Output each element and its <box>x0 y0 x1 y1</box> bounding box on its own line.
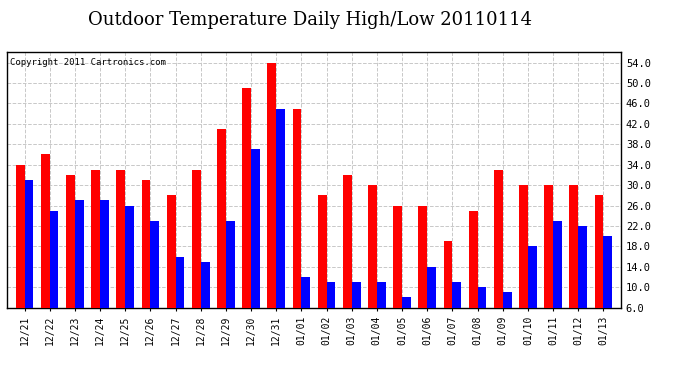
Bar <box>293 109 302 338</box>
Bar <box>217 129 226 338</box>
Bar <box>402 297 411 338</box>
Bar <box>393 206 402 338</box>
Bar <box>117 170 125 338</box>
Bar <box>317 195 326 338</box>
Bar <box>66 175 75 338</box>
Bar <box>544 185 553 338</box>
Bar <box>477 287 486 338</box>
Bar <box>75 200 83 338</box>
Bar <box>302 277 310 338</box>
Bar <box>100 200 109 338</box>
Bar <box>91 170 100 338</box>
Bar <box>494 170 503 338</box>
Bar <box>326 282 335 338</box>
Bar <box>25 180 33 338</box>
Bar <box>251 149 260 338</box>
Text: Copyright 2011 Cartronics.com: Copyright 2011 Cartronics.com <box>10 58 166 67</box>
Bar <box>16 165 25 338</box>
Bar <box>352 282 360 338</box>
Bar <box>453 282 461 338</box>
Bar <box>192 170 201 338</box>
Bar <box>595 195 603 338</box>
Bar <box>226 221 235 338</box>
Bar <box>503 292 511 338</box>
Bar <box>201 262 210 338</box>
Bar <box>368 185 377 338</box>
Bar <box>578 226 587 338</box>
Bar <box>444 241 453 338</box>
Bar <box>528 246 537 338</box>
Bar <box>377 282 386 338</box>
Bar <box>167 195 175 338</box>
Bar <box>427 267 436 338</box>
Bar <box>569 185 578 338</box>
Bar <box>242 88 251 338</box>
Bar <box>268 63 276 338</box>
Bar <box>50 211 59 338</box>
Text: Outdoor Temperature Daily High/Low 20110114: Outdoor Temperature Daily High/Low 20110… <box>88 11 533 29</box>
Bar <box>469 211 477 338</box>
Bar <box>418 206 427 338</box>
Bar <box>41 154 50 338</box>
Bar <box>553 221 562 338</box>
Bar <box>276 109 285 338</box>
Bar <box>603 236 612 338</box>
Bar <box>141 180 150 338</box>
Bar <box>175 256 184 338</box>
Bar <box>343 175 352 338</box>
Bar <box>519 185 528 338</box>
Bar <box>150 221 159 338</box>
Bar <box>125 206 134 338</box>
